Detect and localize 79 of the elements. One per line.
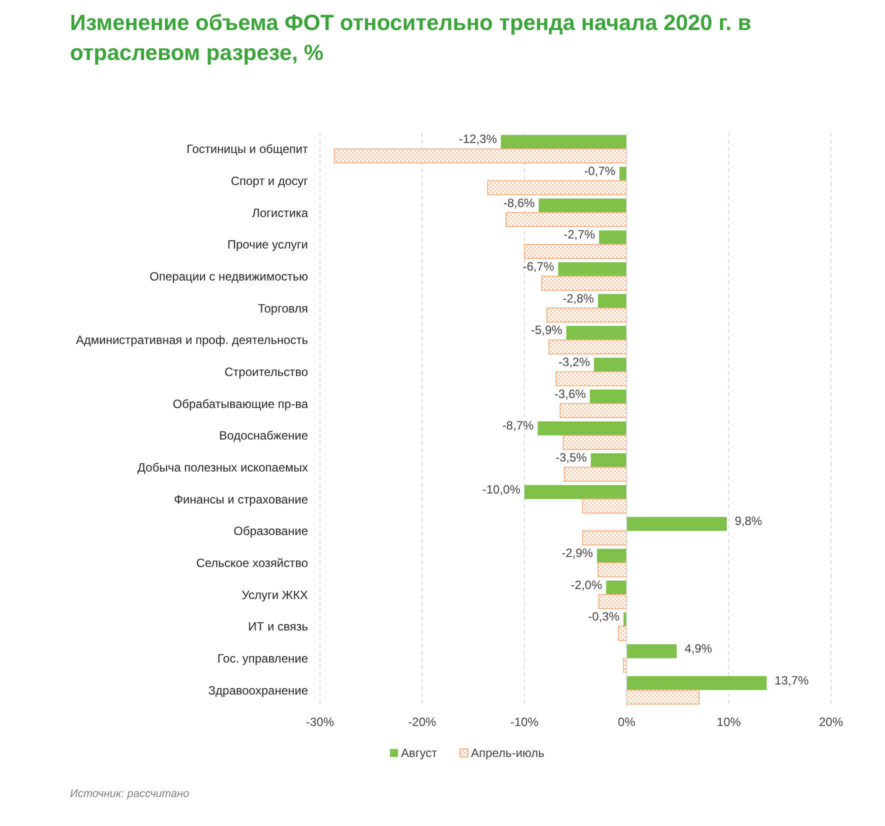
bar <box>524 244 628 259</box>
bar <box>590 390 627 404</box>
x-tick-label: -10% <box>510 715 539 729</box>
bar <box>582 530 628 546</box>
data-label: -12,3% <box>458 132 498 146</box>
data-label: -3,5% <box>555 450 588 464</box>
data-label: -8,6% <box>503 196 536 210</box>
data-label: 4,9% <box>684 641 712 656</box>
y-tick-label: Образование <box>234 524 308 538</box>
data-label: -2,7% <box>564 228 596 242</box>
bar <box>599 230 627 244</box>
text: Источник: рассчитано <box>70 788 190 800</box>
y-tick-label: Логистика <box>252 206 308 220</box>
y-tick-label: Гос. управление <box>217 651 308 666</box>
y-tick-label: Обрабатывающие пр-ва <box>172 396 308 411</box>
data-label: -5,9% <box>530 323 563 338</box>
data-label: 9,8% <box>734 514 762 528</box>
bar <box>506 212 628 228</box>
y-tick-label: Административная и проф. деятельность <box>76 333 308 348</box>
y-tick-label: ИТ и связь <box>248 620 308 634</box>
bar <box>546 308 628 323</box>
bar <box>566 326 627 340</box>
bar <box>548 339 628 354</box>
legend-label: Апрель-июль <box>471 746 544 760</box>
y-tick-label: Финансы и страхование <box>174 492 308 506</box>
legend-label: Август <box>401 746 438 760</box>
data-label: -8,7% <box>502 418 534 433</box>
chart-title: Изменение объема ФОТ относительно тренда начала 2020 г. в отраслевом разрезе, % <box>70 10 752 65</box>
x-tick-label: -20% <box>408 715 437 729</box>
data-label: 13,7% <box>774 673 809 688</box>
y-tick-label: Строительство <box>224 364 308 379</box>
bar <box>619 166 627 181</box>
bar <box>596 548 627 563</box>
bar <box>626 516 727 531</box>
y-tick-label: Гостиницы и общепит <box>186 142 308 156</box>
data-label: -6,7% <box>522 259 554 274</box>
bar <box>556 371 628 386</box>
bar <box>626 644 677 658</box>
bar <box>606 580 627 595</box>
bar <box>598 294 627 308</box>
bar <box>598 594 628 610</box>
y-tick-label: Здравоохранение <box>208 683 308 698</box>
bar <box>594 358 627 372</box>
data-label: -2,0% <box>570 578 602 592</box>
bar <box>538 421 627 436</box>
x-tick-label: 0% <box>618 715 636 729</box>
bar <box>524 485 627 500</box>
bar <box>590 453 627 468</box>
bar <box>541 276 628 291</box>
y-tick-label: Спорт и досуг <box>230 174 309 188</box>
data-label: -10,0% <box>482 482 521 496</box>
y-tick-label: Добыча полезных ископаемых <box>137 460 308 474</box>
data-label: -0,7% <box>584 164 616 178</box>
bar <box>582 498 628 514</box>
bar <box>626 676 767 690</box>
bar <box>626 690 700 705</box>
y-tick-label: Услуги ЖКХ <box>242 588 308 602</box>
x-tick-label: -30% <box>306 715 334 729</box>
y-tick-label: Сельское хозяйство <box>196 556 308 570</box>
bar <box>487 180 628 196</box>
bar <box>558 262 627 276</box>
data-label: -0,3% <box>588 610 620 624</box>
bar <box>500 134 627 149</box>
y-tick-label: Прочие услуги <box>227 238 308 252</box>
x-tick-label: 20% <box>818 715 844 729</box>
data-label: -2,8% <box>562 291 594 306</box>
bar <box>538 198 627 213</box>
data-label: -2,9% <box>562 546 594 560</box>
y-tick-label: Торговля <box>258 301 308 316</box>
bar <box>562 434 628 450</box>
y-tick-label: Операции с недвижимостью <box>150 269 308 284</box>
x-tick-label: 10% <box>716 715 742 729</box>
bar <box>564 466 628 482</box>
y-tick-label: Водоснабжение <box>219 428 308 443</box>
data-label: -3,2% <box>558 354 590 369</box>
bar <box>597 562 628 578</box>
bar <box>560 403 628 418</box>
bar <box>334 148 628 164</box>
data-label: -3,6% <box>554 386 586 401</box>
